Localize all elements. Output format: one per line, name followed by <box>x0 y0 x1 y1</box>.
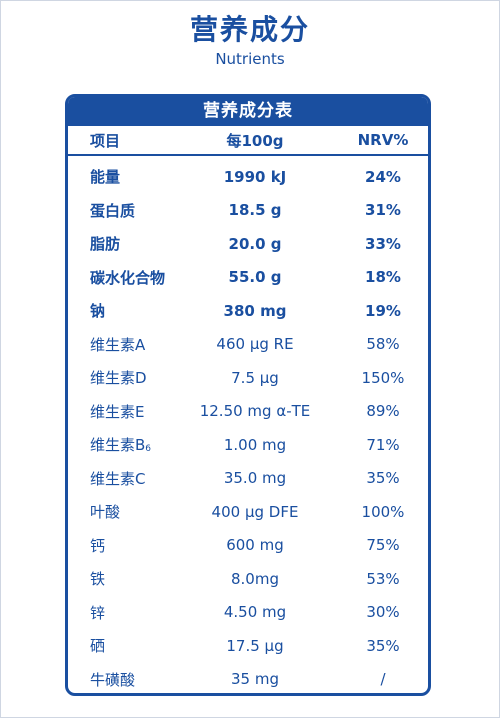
table-row: 维生素C 35.0 mg 35% <box>68 462 428 496</box>
nutrient-name-text: 脂肪 <box>90 235 121 254</box>
nutrient-name-text: 维生素E <box>90 402 145 421</box>
nutrient-amount: 35 mg <box>231 670 279 689</box>
nutrient-name: 维生素B6 <box>68 434 184 455</box>
column-header-nrv: NRV% <box>357 131 409 149</box>
nutrient-nrv: 100% <box>361 502 405 521</box>
nutrient-amount: 17.5 μg <box>226 636 284 655</box>
nutrient-amount: 400 μg DFE <box>211 502 299 521</box>
table-row: 锌 4.50 mg 30% <box>68 596 428 630</box>
nutrient-nrv: 35% <box>366 636 400 655</box>
nutrient-amount: 600 mg <box>226 536 284 555</box>
nutrient-name-text: 铁 <box>90 570 106 589</box>
nutrient-amount: 20.0 g <box>228 234 282 253</box>
nutrient-nrv: 31% <box>365 201 401 220</box>
nutrient-name-text: 碳水化合物 <box>90 268 166 287</box>
nutrient-amount: 18.5 g <box>228 201 282 220</box>
nutrient-nrv: 58% <box>366 335 400 354</box>
nutrient-name-text: 硒 <box>90 637 106 656</box>
table-row: 脂肪 20.0 g 33% <box>68 227 428 261</box>
column-header-item: 项目 <box>90 131 121 150</box>
nutrient-name: 蛋白质 <box>68 200 184 221</box>
nutrient-name: 钙 <box>68 535 184 556</box>
table-row: 维生素D 7.5 μg 150% <box>68 361 428 395</box>
nutrient-amount: 1.00 mg <box>223 435 287 454</box>
nutrient-name: 维生素A <box>68 334 184 355</box>
page-title: 营养成分 <box>189 13 310 46</box>
nutrient-name-text: 叶酸 <box>90 503 121 522</box>
table-caption: 营养成分表 <box>68 97 428 126</box>
nutrient-amount: 12.50 mg α-TE <box>199 402 311 421</box>
table-row: 牛磺酸 35 mg / <box>68 663 428 694</box>
table-row: 蛋白质 18.5 g 31% <box>68 194 428 228</box>
nutrient-amount: 4.50 mg <box>223 603 287 622</box>
nutrient-nrv: 33% <box>365 234 401 253</box>
nutrient-nrv: 75% <box>366 536 400 555</box>
nutrient-name-text: 维生素D <box>90 369 147 388</box>
nutrient-name: 钠 <box>68 300 184 321</box>
table-row: 碳水化合物 55.0 g 18% <box>68 261 428 295</box>
table-body: 能量 1990 kJ 24% 蛋白质 18.5 g 31% 脂肪 20.0 g 33% 碳水化合物… <box>68 156 428 694</box>
nutrient-name-text: 维生素C <box>90 469 146 488</box>
nutrient-nrv: 89% <box>366 402 400 421</box>
nutrient-nrv: 30% <box>366 603 400 622</box>
nutrient-name: 锌 <box>68 602 184 623</box>
page-subtitle: Nutrients <box>215 50 285 68</box>
table-row: 铁 8.0mg 53% <box>68 562 428 596</box>
nutrient-name-text: 钙 <box>90 536 106 555</box>
nutrient-name-text: 维生素B <box>90 436 146 455</box>
nutrient-nrv: 71% <box>366 435 400 454</box>
nutrient-name: 维生素C <box>68 468 184 489</box>
nutrient-nrv: 53% <box>366 569 400 588</box>
nutrition-table: 营养成分表 项目 每100g NRV% 能量 1990 kJ 24% 蛋白质 18.5 … <box>65 94 431 696</box>
nutrient-name: 维生素E <box>68 401 184 422</box>
nutrient-amount: 8.0mg <box>231 569 279 588</box>
nutrient-amount: 460 μg RE <box>216 335 294 354</box>
nutrient-nrv: 35% <box>366 469 400 488</box>
nutrient-name-text: 维生素A <box>90 335 146 354</box>
nutrient-nrv: 18% <box>365 268 401 287</box>
table-row: 维生素E 12.50 mg α-TE 89% <box>68 395 428 429</box>
nutrient-name-text: 蛋白质 <box>90 201 136 220</box>
nutrient-name-text: 钠 <box>90 302 106 321</box>
table-row: 钙 600 mg 75% <box>68 529 428 563</box>
table-row: 硒 17.5 μg 35% <box>68 629 428 663</box>
table-row: 维生素A 460 μg RE 58% <box>68 328 428 362</box>
table-column-header: 项目 每100g NRV% <box>68 126 428 156</box>
nutrient-amount: 35.0 mg <box>223 469 287 488</box>
table-row: 钠 380 mg 19% <box>68 294 428 328</box>
nutrient-amount: 7.5 μg <box>231 368 279 387</box>
nutrient-name: 碳水化合物 <box>68 267 184 288</box>
nutrient-nrv: 19% <box>365 301 401 320</box>
nutrient-name-text: 牛磺酸 <box>90 670 136 689</box>
table-row: 维生素B6 1.00 mg 71% <box>68 428 428 462</box>
nutrient-name: 能量 <box>68 166 184 187</box>
column-header-per-100g: 每100g <box>226 131 284 150</box>
nutrient-amount: 380 mg <box>223 301 287 320</box>
nutrient-name: 叶酸 <box>68 501 184 522</box>
nutrient-name: 铁 <box>68 568 184 589</box>
nutrient-nrv: / <box>380 670 386 689</box>
nutrient-name-text: 能量 <box>90 168 121 187</box>
nutrient-name: 硒 <box>68 635 184 656</box>
table-row: 叶酸 400 μg DFE 100% <box>68 495 428 529</box>
table-row: 能量 1990 kJ 24% <box>68 160 428 194</box>
nutrient-nrv: 24% <box>365 167 401 186</box>
nutrient-amount: 55.0 g <box>228 268 282 287</box>
nutrient-name: 脂肪 <box>68 233 184 254</box>
nutrient-name-subscript: 6 <box>145 444 152 455</box>
nutrient-amount: 1990 kJ <box>223 167 287 186</box>
nutrient-name: 维生素D <box>68 367 184 388</box>
nutrient-name-text: 锌 <box>90 603 106 622</box>
nutrient-nrv: 150% <box>361 368 405 387</box>
nutrient-name: 牛磺酸 <box>68 669 184 690</box>
